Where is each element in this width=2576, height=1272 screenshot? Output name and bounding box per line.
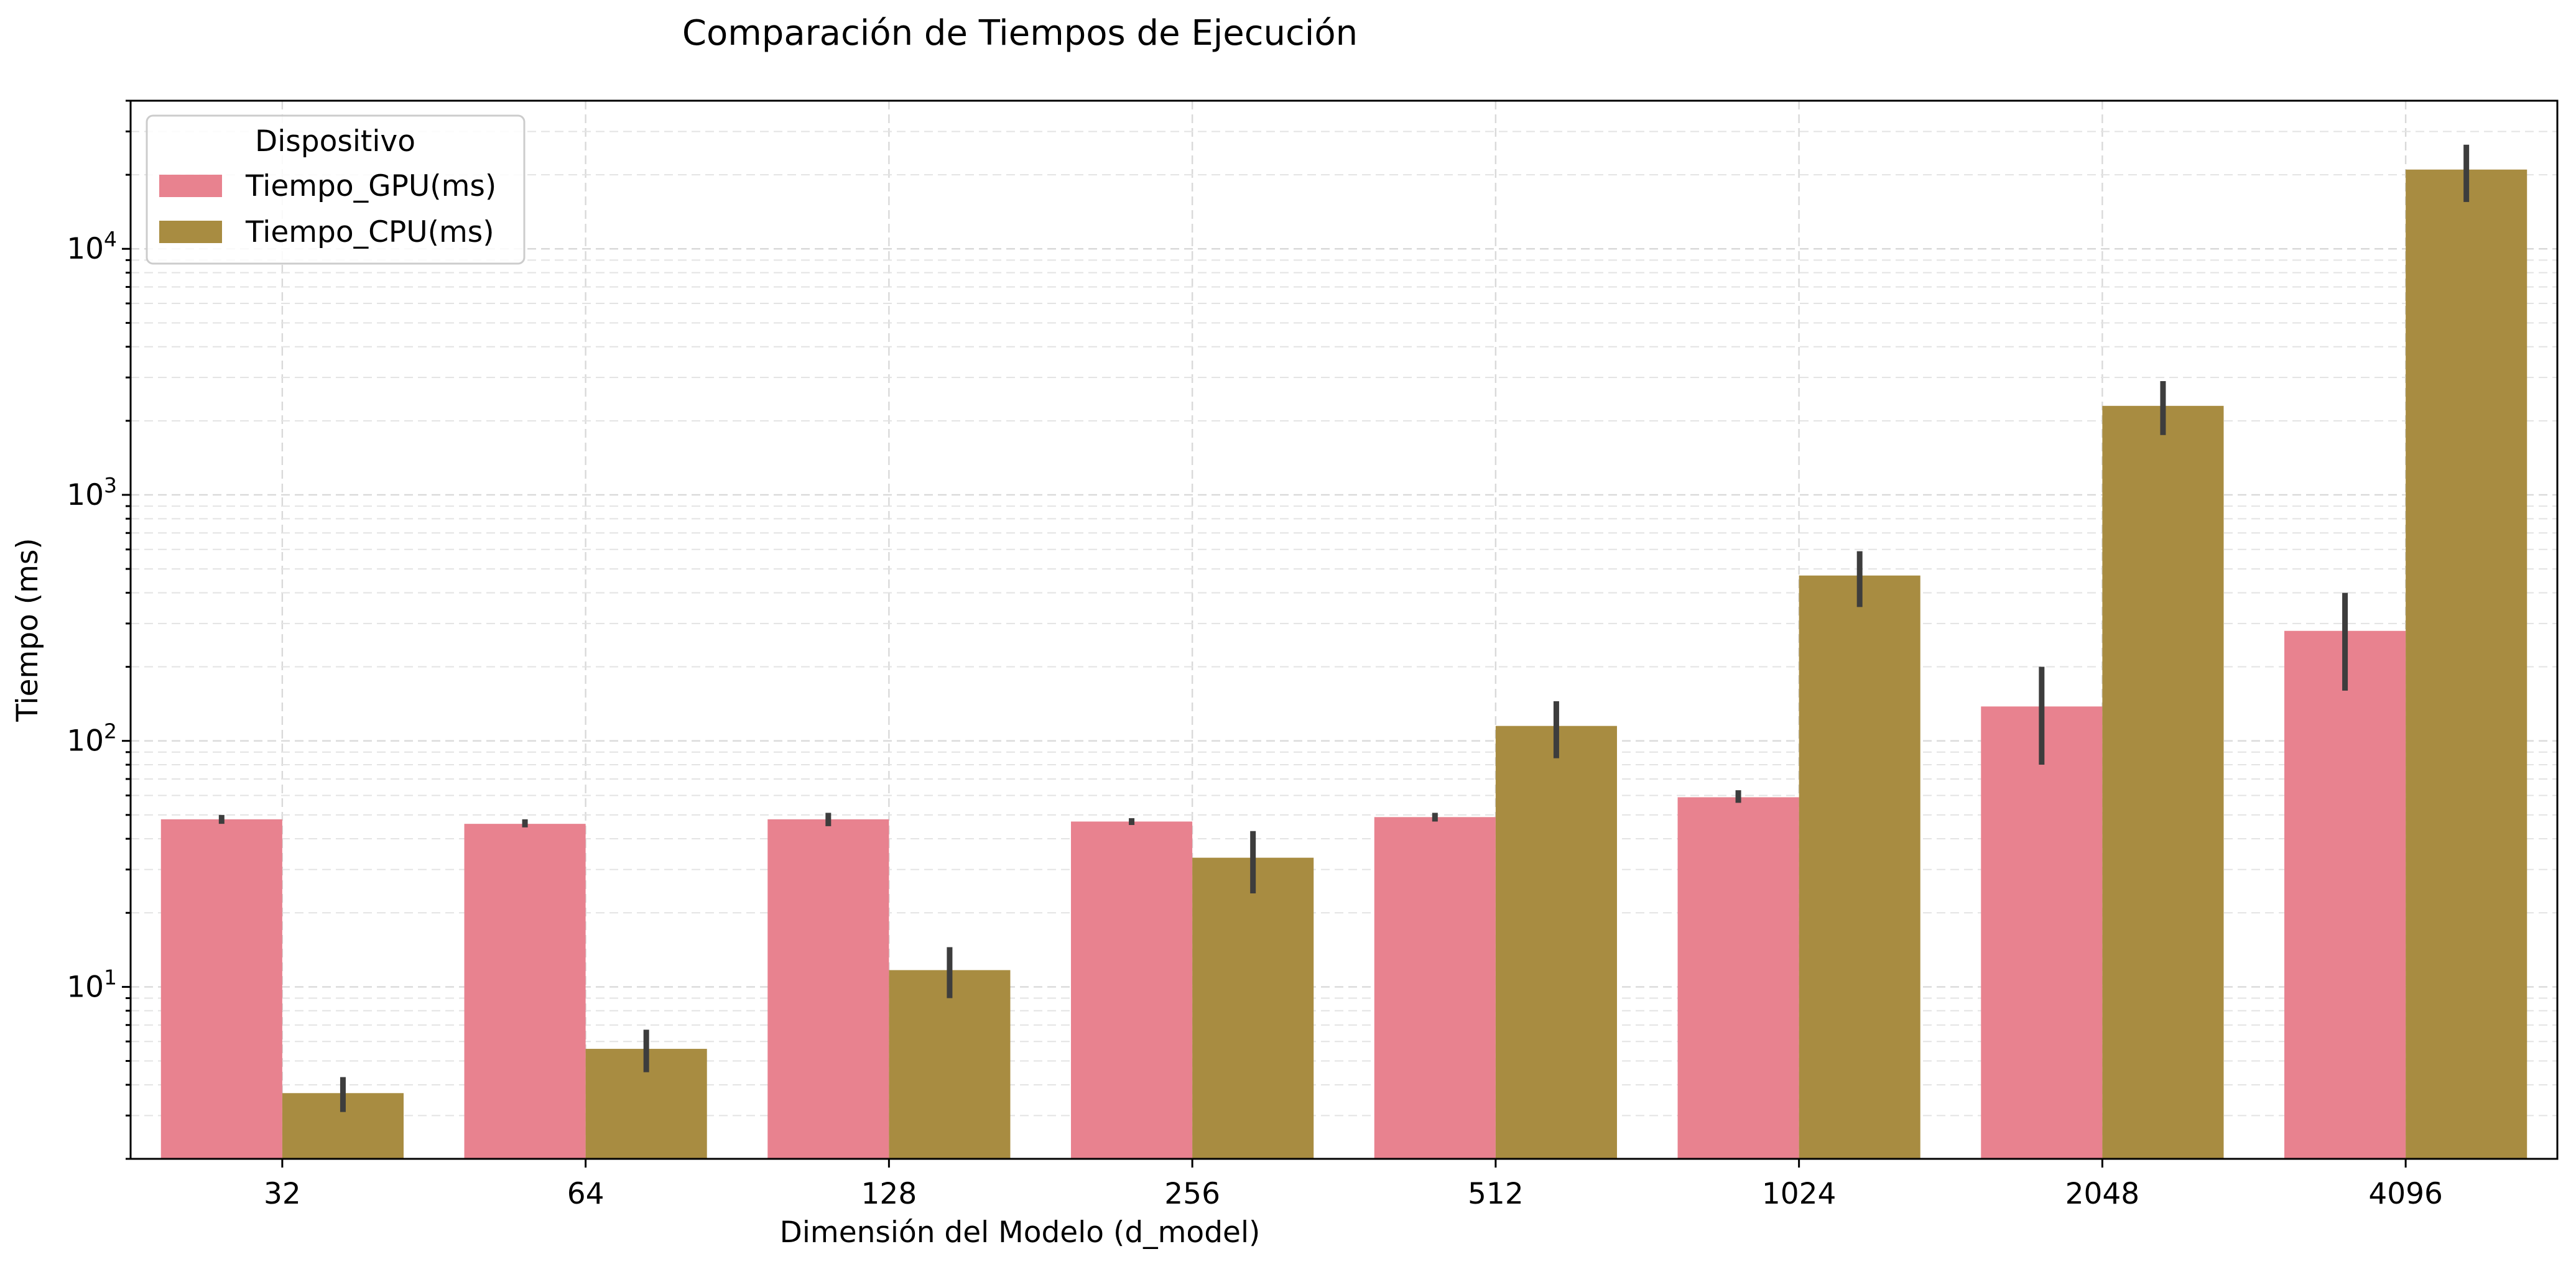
x-tick-label: 32 <box>264 1177 301 1211</box>
bar-gpu-512 <box>1374 817 1496 1159</box>
bar-gpu-128 <box>767 819 889 1159</box>
x-axis-label: Dimensión del Modelo (d_model) <box>780 1215 1261 1250</box>
bars <box>160 169 2527 1159</box>
legend-title: Dispositivo <box>255 124 415 159</box>
x-tick-label: 128 <box>861 1177 917 1211</box>
x-tick-label: 256 <box>1164 1177 1220 1211</box>
bar-cpu-2048 <box>2102 405 2224 1159</box>
legend-swatch-cpu <box>159 221 222 243</box>
x-tick-label: 4096 <box>2368 1177 2443 1211</box>
bar-gpu-256 <box>1071 821 1193 1159</box>
bar-cpu-256 <box>1192 857 1314 1159</box>
y-tick-label: 104 <box>67 227 117 266</box>
x-tick-label: 2048 <box>2065 1177 2140 1211</box>
y-tick-label: 103 <box>67 473 117 512</box>
bar-gpu-32 <box>160 819 282 1159</box>
bar-cpu-4096 <box>2406 169 2527 1159</box>
bar-cpu-512 <box>1495 726 1617 1159</box>
legend: Dispositivo Tiempo_GPU(ms) Tiempo_CPU(ms… <box>146 114 526 265</box>
y-axis-label: Tiempo (ms) <box>11 538 45 722</box>
bar-gpu-64 <box>464 824 586 1159</box>
x-tick-label: 512 <box>1468 1177 1524 1211</box>
bar-cpu-128 <box>889 970 1011 1159</box>
legend-label-gpu: Tiempo_GPU(ms) <box>245 169 496 203</box>
legend-label-cpu: Tiempo_CPU(ms) <box>245 215 494 249</box>
y-tick-label: 102 <box>67 719 117 758</box>
bar-gpu-2048 <box>1981 706 2103 1159</box>
bar-gpu-4096 <box>2284 630 2406 1159</box>
x-tick-label: 64 <box>567 1177 605 1211</box>
legend-swatch-gpu <box>159 175 222 197</box>
axis-ticks: 32 64 128 256 512 1024 2048 4096 101 102 103 104 <box>67 99 2443 1211</box>
y-tick-label: 101 <box>67 965 117 1004</box>
chart-title: Comparación de Tiempos de Ejecución <box>682 13 1358 53</box>
bar-cpu-1024 <box>1799 575 1920 1159</box>
bar-gpu-1024 <box>1677 797 1799 1159</box>
error-bars <box>218 144 2470 1112</box>
plot-frame <box>129 99 2559 1160</box>
x-tick-label: 1024 <box>1762 1177 1837 1211</box>
legend-box <box>146 114 526 265</box>
